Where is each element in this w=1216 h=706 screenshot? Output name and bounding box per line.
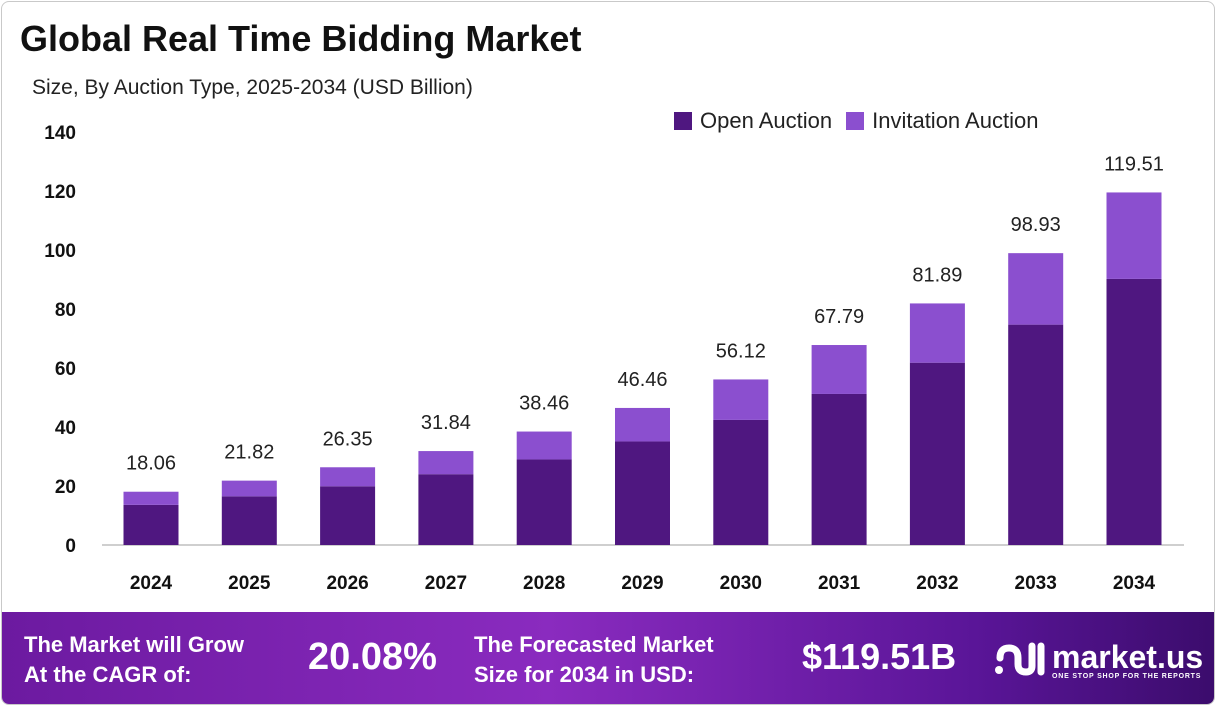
bar-open-auction <box>418 474 474 545</box>
x-tick-label: 2027 <box>425 573 467 594</box>
logo-tagline: ONE STOP SHOP FOR THE REPORTS <box>1052 672 1202 680</box>
bar-invitation-auction <box>1008 253 1064 325</box>
bar-invitation-auction <box>909 303 965 363</box>
footer-banner: The Market will Grow At the CAGR of: 20.0… <box>2 612 1214 704</box>
data-label: 81.89 <box>912 264 962 286</box>
bar-open-auction <box>516 459 572 545</box>
data-label: 119.51 <box>1104 153 1164 175</box>
legend-label: Invitation Auction <box>872 108 1039 133</box>
x-tick-label: 2030 <box>720 573 762 594</box>
forecast-value: $119.51B <box>802 636 957 677</box>
y-tick-label: 0 <box>65 536 76 557</box>
bar-invitation-auction <box>320 467 376 487</box>
logo-name: market.us <box>1052 638 1204 675</box>
chart-subtitle: Size, By Auction Type, 2025-2034 (USD Bi… <box>32 76 473 99</box>
data-label: 56.12 <box>716 340 766 362</box>
legend: Open Auction Invitation Auction <box>674 108 1038 134</box>
y-tick-label: 20 <box>55 477 76 498</box>
bar-invitation-auction <box>418 451 474 475</box>
x-tick-label: 2026 <box>326 573 368 594</box>
bar-open-auction <box>615 441 670 545</box>
legend-item-open-auction: Open Auction <box>674 108 832 134</box>
y-tick-label: 100 <box>44 241 76 262</box>
bar-invitation-auction <box>516 431 572 460</box>
data-label: 21.82 <box>224 442 274 464</box>
bar-invitation-auction <box>1106 192 1162 279</box>
bar-invitation-auction <box>615 407 670 442</box>
y-tick-label: 40 <box>55 418 76 439</box>
data-label: 67.79 <box>814 306 864 328</box>
bar-open-auction <box>123 504 179 545</box>
bar-open-auction <box>1106 278 1162 545</box>
data-label: 26.35 <box>323 428 373 450</box>
data-label: 46.46 <box>617 369 667 391</box>
bar-open-auction <box>1008 324 1064 545</box>
data-label: 98.93 <box>1011 214 1061 236</box>
legend-swatch <box>674 112 692 130</box>
bar-open-auction <box>713 419 769 545</box>
legend-label: Open Auction <box>700 108 833 133</box>
forecast-label-line: Size for 2034 in USD: <box>474 662 695 687</box>
bar-invitation-auction <box>123 491 179 505</box>
x-tick-label: 2024 <box>130 573 173 594</box>
x-tick-label: 2029 <box>621 573 663 594</box>
x-tick-label: 2025 <box>228 573 271 594</box>
bar-chart: 0 20 40 60 80 100 120 140 18.06 2024 21.82 2025 26.3… <box>44 123 1184 594</box>
x-tick-label: 2034 <box>1113 573 1156 594</box>
forecast-label-line: The Forecasted Market <box>474 632 714 657</box>
chart-title: Global Real Time Bidding Market <box>20 18 582 59</box>
data-label: 18.06 <box>126 453 176 475</box>
bar-open-auction <box>909 362 965 545</box>
bar-open-auction <box>811 393 867 545</box>
legend-item-invitation-auction: Invitation Auction <box>846 108 1038 134</box>
bar-open-auction <box>320 486 376 545</box>
cagr-label-line: The Market will Grow <box>24 632 245 657</box>
x-tick-label: 2032 <box>916 573 958 594</box>
bar-open-auction <box>221 496 277 545</box>
y-tick-label: 140 <box>44 123 76 144</box>
cagr-label-line: At the CAGR of: <box>24 662 192 687</box>
market-us-logo: market.us ONE STOP SHOP FOR THE REPORTS <box>994 640 1203 680</box>
y-tick-label: 120 <box>44 182 76 203</box>
y-tick-label: 60 <box>55 359 76 380</box>
x-tick-label: 2033 <box>1015 573 1057 594</box>
logo-icon <box>995 642 1045 676</box>
bar-invitation-auction <box>221 480 277 497</box>
cagr-label: The Market will Grow At the CAGR of: <box>24 630 294 690</box>
legend-swatch <box>846 112 865 130</box>
data-label: 31.84 <box>421 412 471 434</box>
bar-invitation-auction <box>811 345 867 394</box>
cagr-value: 20.08% <box>308 636 437 678</box>
bar-invitation-auction <box>713 379 769 420</box>
x-tick-label: 2031 <box>818 573 861 594</box>
x-tick-label: 2028 <box>523 573 565 594</box>
data-label: 38.46 <box>519 393 569 415</box>
y-tick-label: 80 <box>55 300 76 321</box>
forecast-label: The Forecasted Market Size for 2034 in US… <box>474 630 774 690</box>
